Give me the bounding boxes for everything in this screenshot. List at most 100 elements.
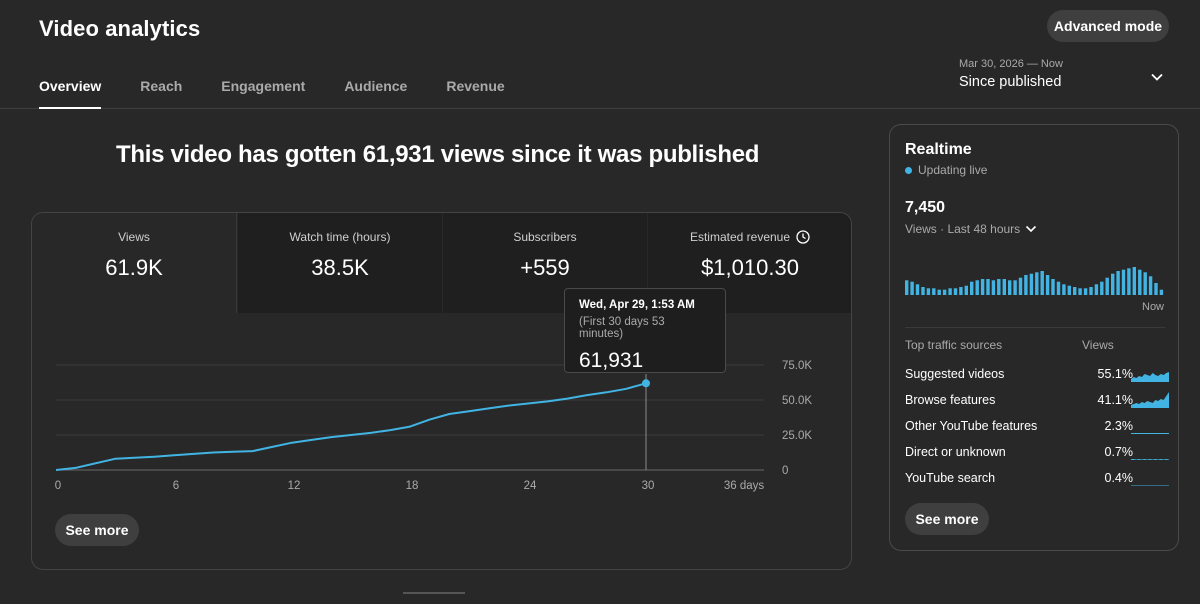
realtime-bar	[991, 280, 996, 295]
traffic-source-percent: 0.4%	[1104, 471, 1134, 485]
sparkline-area	[1131, 372, 1169, 382]
realtime-bar	[926, 288, 931, 295]
x-tick-label: 30	[642, 480, 655, 492]
metric-label: Views	[118, 230, 150, 244]
y-tick-label: 25.0K	[782, 430, 812, 442]
traffic-source-percent: 0.7%	[1104, 445, 1134, 459]
realtime-now-label: Now	[1142, 301, 1165, 313]
realtime-bar	[1148, 276, 1153, 295]
tab-audience[interactable]: Audience	[344, 78, 408, 94]
realtime-bar	[970, 281, 974, 295]
traffic-source-row: YouTube search 0.4%	[905, 468, 1169, 488]
traffic-sparkline	[1131, 392, 1169, 408]
realtime-bar	[1154, 283, 1158, 295]
realtime-bar	[910, 281, 914, 295]
realtime-bar	[1121, 269, 1126, 295]
x-tick-label: 24	[524, 480, 537, 492]
x-tick-label: 36 days	[724, 480, 765, 492]
tab-overview[interactable]: Overview	[39, 78, 102, 109]
date-range-selector[interactable]: Mar 30, 2026 — Now Since published	[959, 58, 1063, 90]
metric-value: +559	[520, 255, 570, 280]
live-dot-icon	[905, 166, 912, 174]
metric-value: $1,010.30	[701, 255, 799, 280]
page-title: Video analytics	[39, 16, 201, 41]
realtime-bar	[1159, 289, 1164, 295]
chevron-down-icon	[1026, 225, 1037, 233]
y-tick-label: 50.0K	[782, 395, 812, 407]
traffic-views-header: Views	[1082, 338, 1114, 352]
traffic-sparkline	[1131, 459, 1169, 460]
realtime-bar	[1018, 277, 1023, 295]
realtime-bar	[1035, 272, 1039, 295]
metric-label: Subscribers	[513, 230, 577, 244]
realtime-bar	[1073, 287, 1077, 295]
hover-point[interactable]	[642, 379, 650, 388]
realtime-bar	[1143, 272, 1147, 295]
traffic-source-row: Direct or unknown 0.7%	[905, 442, 1169, 462]
realtime-bar	[905, 280, 909, 295]
tab-revenue[interactable]: Revenue	[446, 78, 505, 94]
views-headline: This video has gotten 61,931 views since…	[116, 141, 760, 168]
scroll-indicator	[403, 592, 465, 594]
metric-value: 61.9K	[105, 255, 163, 280]
realtime-bar	[1111, 273, 1115, 295]
views-line-chart: 0 25.0K 50.0K 75.0K 0 6 12 18 24 30 36 days	[55, 360, 813, 492]
metric-tabs: Views 61.9K Watch time (hours) 38.5K Sub…	[32, 213, 851, 313]
metric-value: 38.5K	[311, 255, 369, 280]
realtime-bar	[1127, 268, 1131, 295]
realtime-title: Realtime	[905, 141, 972, 158]
realtime-bar	[948, 288, 952, 295]
realtime-bar	[1002, 279, 1006, 295]
realtime-bar	[1089, 287, 1093, 295]
traffic-sparkline	[1131, 372, 1169, 382]
metric-label: Watch time (hours)	[289, 230, 391, 244]
realtime-bar	[1100, 281, 1104, 295]
x-tick-label: 6	[173, 480, 179, 492]
sparkline-area	[1131, 459, 1169, 460]
realtime-bar	[937, 289, 941, 295]
advanced-mode-button[interactable]: Advanced mode	[1047, 10, 1169, 42]
x-tick-label: 12	[288, 480, 301, 492]
y-tick-label: 0	[782, 465, 788, 477]
realtime-count: 7,450	[905, 199, 946, 216]
metric-tab-watch-time[interactable]: Watch time (hours) 38.5K	[237, 213, 442, 313]
traffic-sparkline	[1131, 433, 1169, 434]
tab-bar: Overview Reach Engagement Audience Reven…	[39, 78, 544, 109]
metric-tab-views[interactable]: Views 61.9K	[32, 213, 237, 313]
traffic-source-name: YouTube search	[905, 471, 996, 485]
traffic-source-name: Suggested videos	[905, 367, 1005, 381]
realtime-bar	[1013, 280, 1017, 295]
y-tick-label: 75.0K	[782, 360, 812, 372]
realtime-bar	[932, 288, 936, 295]
traffic-source-name: Direct or unknown	[905, 445, 1006, 459]
chevron-down-icon[interactable]	[1150, 70, 1164, 84]
realtime-bar-chart	[905, 267, 1164, 295]
realtime-bar	[1045, 275, 1050, 295]
clock-icon	[796, 230, 810, 244]
sparkline-area	[1131, 485, 1169, 486]
tab-reach[interactable]: Reach	[140, 78, 183, 94]
realtime-bar	[997, 279, 1001, 295]
realtime-bar	[921, 287, 925, 295]
tooltip-date: Wed, Apr 29, 1:53 AM	[579, 299, 695, 311]
realtime-see-more-button[interactable]: See more	[905, 503, 989, 535]
traffic-source-row: Suggested videos 55.1%	[905, 364, 1169, 384]
realtime-bar	[1083, 288, 1088, 295]
traffic-sparkline	[1131, 485, 1169, 486]
realtime-bar	[1062, 284, 1066, 295]
analytics-header: Video analytics Advanced mode Overview R…	[0, 0, 1200, 109]
realtime-bar	[1056, 281, 1061, 295]
traffic-source-row: Other YouTube features 2.3%	[905, 416, 1169, 436]
views-series-line[interactable]	[55, 382, 647, 471]
realtime-bar	[953, 288, 958, 295]
realtime-bar	[975, 280, 979, 295]
realtime-period-label: Views · Last 48 hours	[905, 222, 1021, 236]
see-more-button[interactable]: See more	[55, 514, 139, 546]
x-tick-label: 0	[55, 480, 61, 492]
date-range-label: Since published	[959, 74, 1062, 90]
realtime-bar	[980, 279, 985, 295]
realtime-bar	[1067, 285, 1071, 295]
tab-engagement[interactable]: Engagement	[221, 78, 306, 94]
realtime-period-selector[interactable]: Views · Last 48 hours	[905, 222, 1038, 236]
realtime-bar	[986, 279, 990, 295]
